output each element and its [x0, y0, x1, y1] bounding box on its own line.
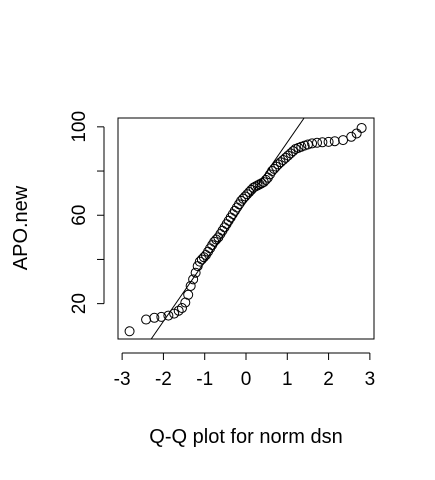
y-tick-label: 20	[69, 293, 90, 314]
data-point	[141, 314, 152, 325]
data-point	[288, 146, 299, 157]
data-point	[225, 212, 236, 223]
data-point	[205, 243, 216, 254]
data-point	[219, 222, 230, 233]
y-tick-label: 60	[69, 205, 90, 226]
data-point	[188, 274, 199, 285]
y-tick-label: 100	[69, 111, 90, 143]
data-point	[190, 267, 201, 278]
x-tick-label: 0	[241, 369, 252, 390]
x-tick-label: -2	[155, 369, 172, 390]
data-point	[183, 289, 194, 300]
data-point	[124, 326, 135, 337]
data-point	[351, 128, 362, 139]
data-point	[338, 135, 349, 146]
data-point	[227, 209, 238, 220]
data-point	[231, 202, 242, 213]
data-point	[149, 312, 160, 323]
data-point	[173, 305, 184, 316]
data-point	[307, 138, 318, 149]
data-point	[312, 137, 323, 148]
data-point	[177, 303, 187, 314]
x-axis-title: Q-Q plot for norm dsn	[149, 426, 342, 448]
data-point	[356, 122, 367, 133]
data-point	[229, 205, 240, 216]
x-tick-label: 1	[282, 369, 293, 390]
x-tick-label: 2	[323, 369, 334, 390]
data-point	[329, 136, 340, 147]
data-point	[221, 219, 232, 230]
data-point	[163, 310, 174, 321]
data-point	[317, 137, 328, 148]
data-point	[185, 280, 196, 291]
data-point	[223, 215, 234, 226]
data-point	[156, 311, 167, 322]
x-tick-label: 3	[365, 369, 376, 390]
y-axis-title: APO.new	[10, 185, 32, 270]
plot-box	[117, 117, 375, 340]
x-axis: -3 -2 -1 0 1 2 3	[114, 352, 376, 390]
data-points	[124, 122, 367, 337]
data-point	[323, 136, 334, 147]
x-tick-label: -3	[114, 369, 131, 390]
data-point	[346, 131, 357, 142]
y-axis: 20 60 100	[69, 111, 105, 314]
x-tick-label: -1	[196, 369, 213, 390]
